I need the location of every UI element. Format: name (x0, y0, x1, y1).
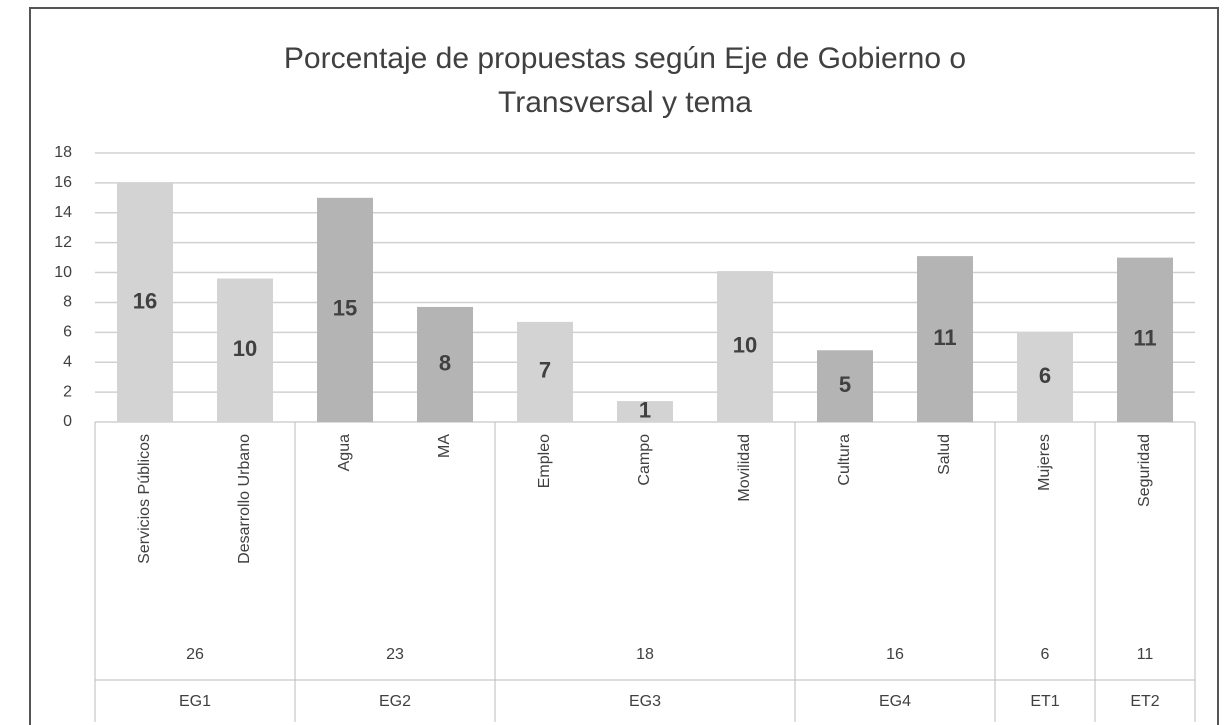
bar (617, 401, 673, 422)
data-label: 16 (133, 288, 157, 313)
group-total: 16 (886, 646, 904, 663)
data-label: 6 (1039, 363, 1051, 388)
y-tick-label: 0 (63, 413, 72, 430)
bar (917, 256, 973, 422)
bar (717, 271, 773, 422)
x-tick-label: Desarrollo Urbano (236, 434, 253, 564)
x-tick-label: Empleo (536, 434, 553, 488)
x-tick-label: Salud (936, 434, 953, 475)
bar (1117, 257, 1173, 422)
bar (517, 321, 573, 422)
y-tick-label: 16 (54, 174, 72, 191)
data-label: 10 (733, 332, 757, 357)
y-tick-label: 4 (63, 353, 72, 370)
group-label: EG2 (379, 693, 411, 710)
chart-title: Porcentaje de propuestas según Eje de Go… (284, 42, 966, 75)
group-total: 6 (1041, 646, 1050, 663)
y-tick-label: 6 (63, 324, 72, 341)
y-tick-label: 8 (63, 294, 72, 311)
group-label: ET2 (1130, 693, 1159, 710)
data-label: 11 (933, 325, 956, 350)
data-label: 5 (839, 372, 851, 397)
data-label: 11 (1133, 326, 1156, 351)
data-label: 10 (233, 336, 257, 361)
x-tick-label: MA (436, 434, 453, 458)
group-total: 18 (636, 646, 654, 663)
data-label: 1 (639, 397, 651, 422)
group-label: EG1 (179, 693, 211, 710)
bar (417, 306, 473, 422)
x-tick-label: Cultura (836, 434, 853, 486)
group-label: EG4 (879, 693, 911, 710)
data-label: 8 (439, 350, 451, 375)
y-tick-label: 14 (54, 204, 72, 221)
group-label: ET1 (1030, 693, 1059, 710)
x-tick-label: Agua (336, 434, 353, 471)
y-tick-label: 2 (63, 383, 72, 400)
x-tick-label: Movilidad (736, 434, 753, 502)
y-tick-label: 10 (54, 264, 72, 281)
bar (117, 182, 173, 422)
x-tick-label: Mujeres (1036, 434, 1053, 491)
group-total: 23 (386, 646, 404, 663)
data-label: 15 (333, 296, 357, 321)
bar (317, 197, 373, 422)
x-tick-label: Seguridad (1136, 434, 1153, 507)
bar (817, 350, 873, 422)
group-total: 11 (1137, 646, 1154, 663)
x-tick-label: Servicios Públicos (136, 434, 153, 564)
group-label: EG3 (629, 693, 661, 710)
y-tick-label: 18 (54, 144, 72, 161)
bar (217, 278, 273, 422)
y-tick-label: 12 (54, 234, 72, 251)
x-tick-label: Campo (636, 434, 653, 486)
group-total: 26 (186, 646, 204, 663)
bar (1017, 332, 1073, 422)
chart-title: Transversal y tema (498, 86, 752, 119)
data-label: 7 (539, 358, 551, 383)
